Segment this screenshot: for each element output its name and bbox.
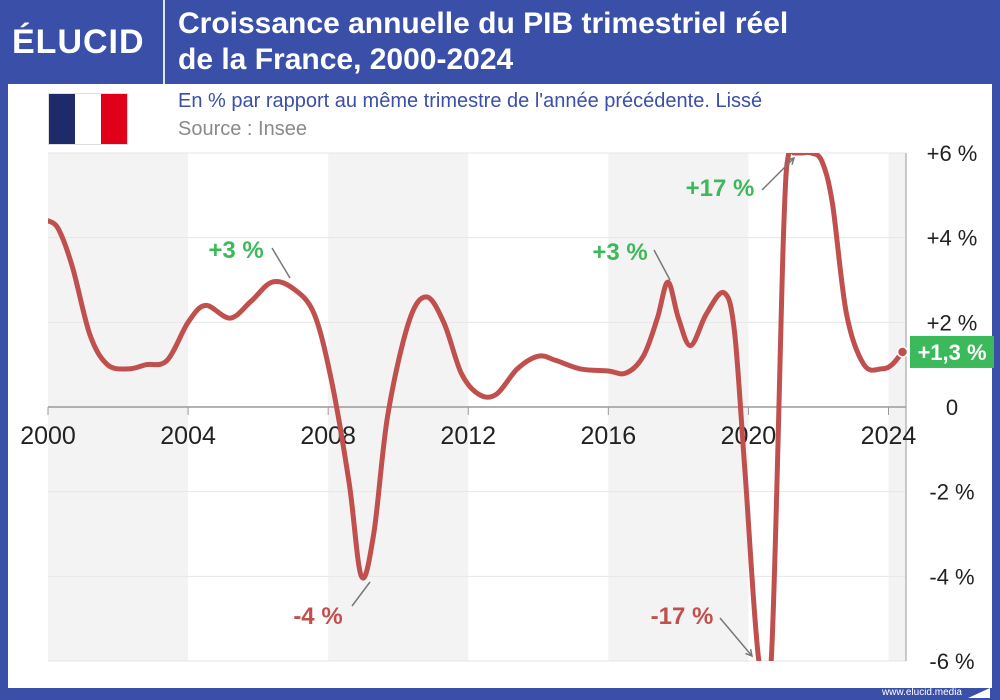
x-tick-label: 2016 bbox=[581, 422, 637, 450]
x-tick-label: 2020 bbox=[721, 422, 777, 450]
header: ÉLUCID Croissance annuelle du PIB trimes… bbox=[0, 0, 1000, 84]
header-divider bbox=[163, 0, 165, 84]
elucid-mark-icon bbox=[968, 688, 990, 698]
y-tick-label: +4 % bbox=[927, 226, 978, 251]
annotation-arrowhead bbox=[787, 156, 796, 165]
chart-source: Source : Insee bbox=[178, 118, 307, 140]
last-value-badge bbox=[910, 335, 994, 368]
flag-stripe-white bbox=[75, 94, 101, 144]
annotation-label: +17 % bbox=[686, 175, 755, 202]
annotation-leader bbox=[719, 617, 753, 657]
annotation-leader bbox=[351, 581, 371, 607]
last-value-label: +1,3 % bbox=[917, 340, 986, 365]
annotation-arrowhead bbox=[745, 648, 754, 658]
last-value-dot bbox=[896, 346, 909, 358]
france-flag-icon bbox=[48, 93, 128, 145]
x-tick-label: 2012 bbox=[440, 422, 496, 450]
annotation-label: +3 % bbox=[592, 239, 647, 266]
flag-stripe-blue bbox=[49, 94, 75, 144]
annotation-label: +3 % bbox=[208, 237, 263, 264]
y-tick-label: -4 % bbox=[929, 564, 974, 589]
annotation-leader bbox=[761, 157, 795, 191]
x-tick-label: 2024 bbox=[861, 422, 917, 450]
x-tick-label: 2004 bbox=[160, 422, 216, 450]
y-tick-label: -6 % bbox=[929, 649, 974, 674]
title-line-1: Croissance annuelle du PIB trimestriel r… bbox=[178, 7, 789, 40]
chart-subtitle: En % par rapport au même trimestre de l'… bbox=[178, 90, 763, 112]
y-tick-label: 0 bbox=[946, 395, 958, 420]
x-tick-label: 2008 bbox=[300, 422, 356, 450]
y-tick-label: +6 % bbox=[927, 141, 978, 166]
annotation-label: -17 % bbox=[651, 603, 714, 630]
chart-title: Croissance annuelle du PIB trimestriel r… bbox=[178, 6, 978, 78]
y-tick-label: -2 % bbox=[929, 480, 974, 505]
annotation-leader bbox=[653, 249, 671, 281]
y-tick-label: +2 % bbox=[927, 310, 978, 335]
footer-url[interactable]: www.elucid.media bbox=[881, 687, 962, 698]
series-line bbox=[48, 153, 905, 661]
x-tick-label: 2000 bbox=[20, 422, 76, 450]
annotation-leader bbox=[271, 247, 291, 279]
flag-stripe-red bbox=[101, 94, 127, 144]
annotation-label: -4 % bbox=[293, 603, 342, 630]
title-line-2: de la France, 2000-2024 bbox=[178, 43, 514, 76]
elucid-logo: ÉLUCID bbox=[12, 23, 145, 61]
